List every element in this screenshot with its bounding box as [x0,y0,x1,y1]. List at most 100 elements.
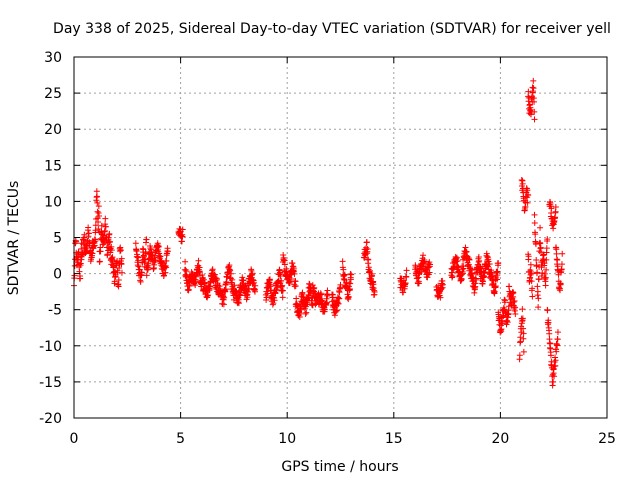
data-point [93,188,100,195]
data-point [557,287,564,294]
data-point [134,253,141,260]
data-point [498,326,505,333]
data-point [318,291,325,298]
data-point [530,85,537,92]
data-point [502,297,509,304]
data-point [453,254,460,261]
data-point [530,77,537,84]
data-point [348,271,355,278]
chart-title: Day 338 of 2025, Sidereal Day-to-day VTE… [53,21,611,37]
data-point [552,357,559,364]
data-point [420,252,427,259]
data-point [368,272,375,279]
data-point [427,261,434,268]
data-point [339,258,346,265]
data-point [279,294,286,301]
data-point [235,300,242,307]
data-point [553,250,560,257]
data-point [510,289,517,296]
data-point [535,295,542,302]
data-point [160,272,167,279]
data-point [494,268,501,275]
data-point [543,256,550,263]
data-point [311,284,318,291]
data-point [115,276,122,283]
data-point [525,88,532,95]
y-tick-label: -20 [39,411,62,427]
data-point [186,283,193,290]
data-point [299,289,306,296]
data-point [346,286,353,293]
data-point [499,320,506,327]
data-point [532,241,539,248]
data-point [245,285,252,292]
data-point [132,240,139,247]
data-point [438,285,445,292]
y-tick-label: 30 [44,50,62,66]
data-point [531,108,538,115]
data-point [486,260,493,267]
data-point [367,267,374,274]
data-point [143,272,150,279]
data-point [195,257,202,264]
x-tick-label: 20 [491,431,509,447]
data-point [163,257,170,264]
data-point [222,288,229,295]
data-point [229,276,236,283]
data-point [542,282,549,289]
data-point [267,281,274,288]
data-point [454,257,461,264]
data-point [439,281,446,288]
data-point [331,312,338,319]
data-point [345,294,352,301]
data-point [541,260,548,267]
data-point [89,250,96,257]
data-point [115,283,122,290]
data-point [293,295,300,302]
data-point [528,278,535,285]
data-point [546,330,553,337]
data-point [531,211,538,218]
data-point [481,269,488,276]
data-point [520,325,527,332]
data-point [544,307,551,314]
data-point [161,263,168,270]
data-point [94,208,101,215]
data-point [164,248,171,255]
data-point [534,283,541,290]
x-tick-label: 0 [70,431,79,447]
data-point [75,254,82,261]
y-axis-label: SDTVAR / TECUs [6,181,22,296]
data-point [449,273,456,280]
x-tick-label: 25 [598,431,616,447]
data-point [109,257,116,264]
data-point [477,263,484,270]
data-point [460,265,467,272]
data-point [512,310,519,317]
data-point [155,243,162,250]
axis-ticks [73,56,608,419]
data-point [118,269,125,276]
y-tick-label: -5 [48,303,62,319]
data-point [335,300,342,307]
data-point [227,267,234,274]
data-point [92,227,99,234]
data-point [298,306,305,313]
data-point [321,306,328,313]
data-point [271,297,278,304]
data-point [520,335,527,342]
data-point [467,270,474,277]
data-point [91,242,98,249]
data-point [476,257,483,264]
data-point [545,319,552,326]
data-point [272,290,279,297]
data-point [521,198,528,205]
data-point [365,256,372,263]
grid-lines [74,57,607,418]
data-point [554,329,561,336]
data-point [279,287,286,294]
data-point [531,219,538,226]
data-point [403,267,410,274]
